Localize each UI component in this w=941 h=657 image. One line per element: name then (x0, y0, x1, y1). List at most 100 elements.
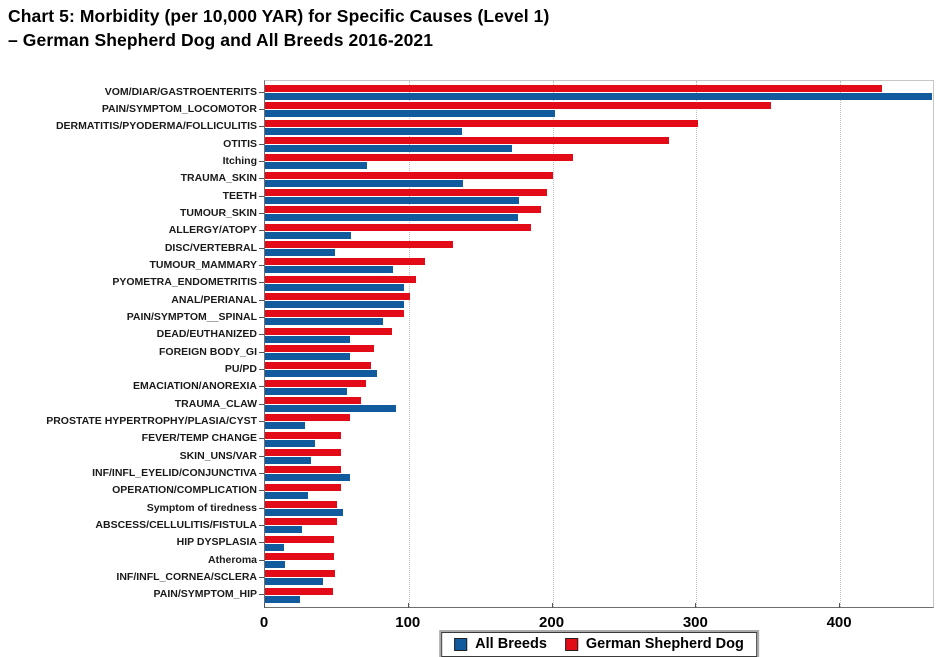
y-axis-tick (259, 576, 264, 578)
bar-german-shepherd-2 (265, 119, 698, 127)
chart-title: Chart 5: Morbidity (per 10,000 YAR) for … (8, 4, 549, 52)
bar-german-shepherd-21 (265, 449, 342, 456)
bar-german-shepherd-1 (265, 102, 772, 110)
category-label: DEAD/EUTHANIZED (156, 328, 257, 341)
chart-title-line2: – German Shepherd Dog and All Breeds 201… (8, 30, 434, 50)
bar-all-breeds-29 (265, 595, 300, 603)
category-label: Atheroma (207, 553, 257, 566)
bar-german-shepherd-29 (265, 587, 333, 595)
y-axis-tick (259, 438, 264, 440)
category-label: TRAUMA_CLAW (174, 397, 257, 410)
x-axis-tick-300 (695, 603, 697, 608)
bar-german-shepherd-23 (265, 483, 342, 491)
category-label: INF/INFL_CORNEA/SCLERA (116, 570, 257, 583)
legend-label-german-shepherd: German Shepherd Dog (585, 636, 744, 652)
bar-all-breeds-7 (265, 214, 519, 222)
y-axis-tick (259, 507, 264, 509)
y-axis-tick (259, 542, 264, 544)
y-axis-tick (259, 143, 264, 145)
category-label: PAIN/SYMPTOM_HIP (153, 588, 257, 601)
bar-german-shepherd-20 (265, 431, 342, 439)
category-label: DERMATITIS/PYODERMA/FOLLICULITIS (55, 120, 257, 133)
category-label: OPERATION/COMPLICATION (112, 484, 257, 497)
y-axis-tick (259, 91, 264, 93)
bar-all-breeds-13 (265, 318, 383, 326)
gridline-x-300 (696, 81, 698, 607)
category-label: TUMOUR_MAMMARY (149, 258, 257, 271)
bar-german-shepherd-6 (265, 189, 547, 196)
y-axis-tick (259, 299, 264, 301)
bar-german-shepherd-16 (265, 362, 372, 370)
y-axis-tick (259, 403, 264, 405)
bar-german-shepherd-26 (265, 535, 334, 543)
x-axis-tick-400 (839, 603, 841, 608)
category-label: TRAUMA_SKIN (180, 172, 257, 185)
bar-all-breeds-28 (265, 578, 323, 586)
y-axis-tick (259, 524, 264, 526)
x-axis-tick-label-100: 100 (395, 614, 421, 631)
bar-all-breeds-1 (265, 110, 556, 118)
bar-german-shepherd-3 (265, 137, 669, 144)
legend-item-german-shepherd: German Shepherd Dog (564, 636, 744, 652)
y-axis-tick (259, 368, 264, 370)
bar-all-breeds-4 (265, 162, 368, 170)
category-label: EMACIATION/ANOREXIA (132, 380, 257, 393)
bar-all-breeds-22 (265, 474, 350, 482)
bar-german-shepherd-4 (265, 154, 573, 162)
category-label: PAIN/SYMPTOM_LOCOMOTOR (101, 102, 257, 115)
category-label: ALLERGY/ATOPY (168, 224, 257, 237)
bar-all-breeds-19 (265, 422, 306, 430)
category-label: Itching (222, 154, 257, 167)
x-axis-tick-0 (264, 603, 265, 608)
bar-all-breeds-24 (265, 509, 343, 516)
bar-german-shepherd-0 (265, 85, 882, 92)
y-axis-tick (259, 594, 264, 596)
bar-all-breeds-18 (265, 405, 396, 412)
category-label: DISC/VERTEBRAL (164, 241, 257, 254)
bar-all-breeds-10 (265, 266, 393, 274)
bar-german-shepherd-17 (265, 379, 366, 387)
category-label: TEETH (222, 189, 257, 202)
bar-german-shepherd-15 (265, 345, 375, 352)
x-axis-tick-label-300: 300 (682, 614, 708, 631)
plot-area (264, 80, 934, 608)
y-axis-tick (259, 178, 264, 180)
y-axis-tick (259, 160, 264, 162)
y-axis-tick (259, 264, 264, 266)
x-axis-tick-100 (407, 603, 409, 608)
legend-item-all-breeds: All Breeds (454, 636, 547, 652)
bar-all-breeds-11 (265, 283, 405, 291)
bar-german-shepherd-7 (265, 206, 542, 214)
bar-all-breeds-20 (265, 439, 316, 447)
category-label: VOM/DIAR/GASTROENTERITS (104, 85, 257, 98)
y-axis-tick (259, 247, 264, 249)
bar-all-breeds-5 (265, 179, 464, 187)
bar-all-breeds-26 (265, 543, 284, 551)
bar-all-breeds-2 (265, 127, 462, 135)
y-axis-tick (259, 351, 264, 353)
category-label: PAIN/SYMPTOM__SPINAL (126, 310, 257, 323)
gridline-x-100 (408, 81, 410, 607)
y-axis-tick (259, 472, 264, 474)
bar-german-shepherd-8 (265, 223, 531, 231)
category-label: FOREIGN BODY_GI (158, 345, 257, 358)
y-axis-tick (259, 559, 264, 561)
y-axis-tick (259, 455, 264, 457)
bar-all-breeds-25 (265, 526, 303, 534)
bar-german-shepherd-14 (265, 327, 392, 335)
legend-label-all-breeds: All Breeds (475, 636, 547, 652)
gridline-x-200 (552, 81, 554, 607)
y-axis-tick (259, 108, 264, 110)
bar-german-shepherd-18 (265, 397, 362, 404)
x-axis-tick-200 (551, 603, 553, 608)
x-axis-tick-label-0: 0 (259, 614, 269, 631)
category-label: FEVER/TEMP CHANGE (141, 432, 257, 445)
category-label: SKIN_UNS/VAR (179, 449, 257, 462)
bar-all-breeds-3 (265, 145, 513, 152)
y-axis-tick (259, 212, 264, 214)
bar-german-shepherd-19 (265, 414, 350, 422)
x-axis-tick-label-400: 400 (826, 614, 852, 631)
bar-all-breeds-16 (265, 370, 378, 378)
bar-all-breeds-27 (265, 561, 286, 568)
